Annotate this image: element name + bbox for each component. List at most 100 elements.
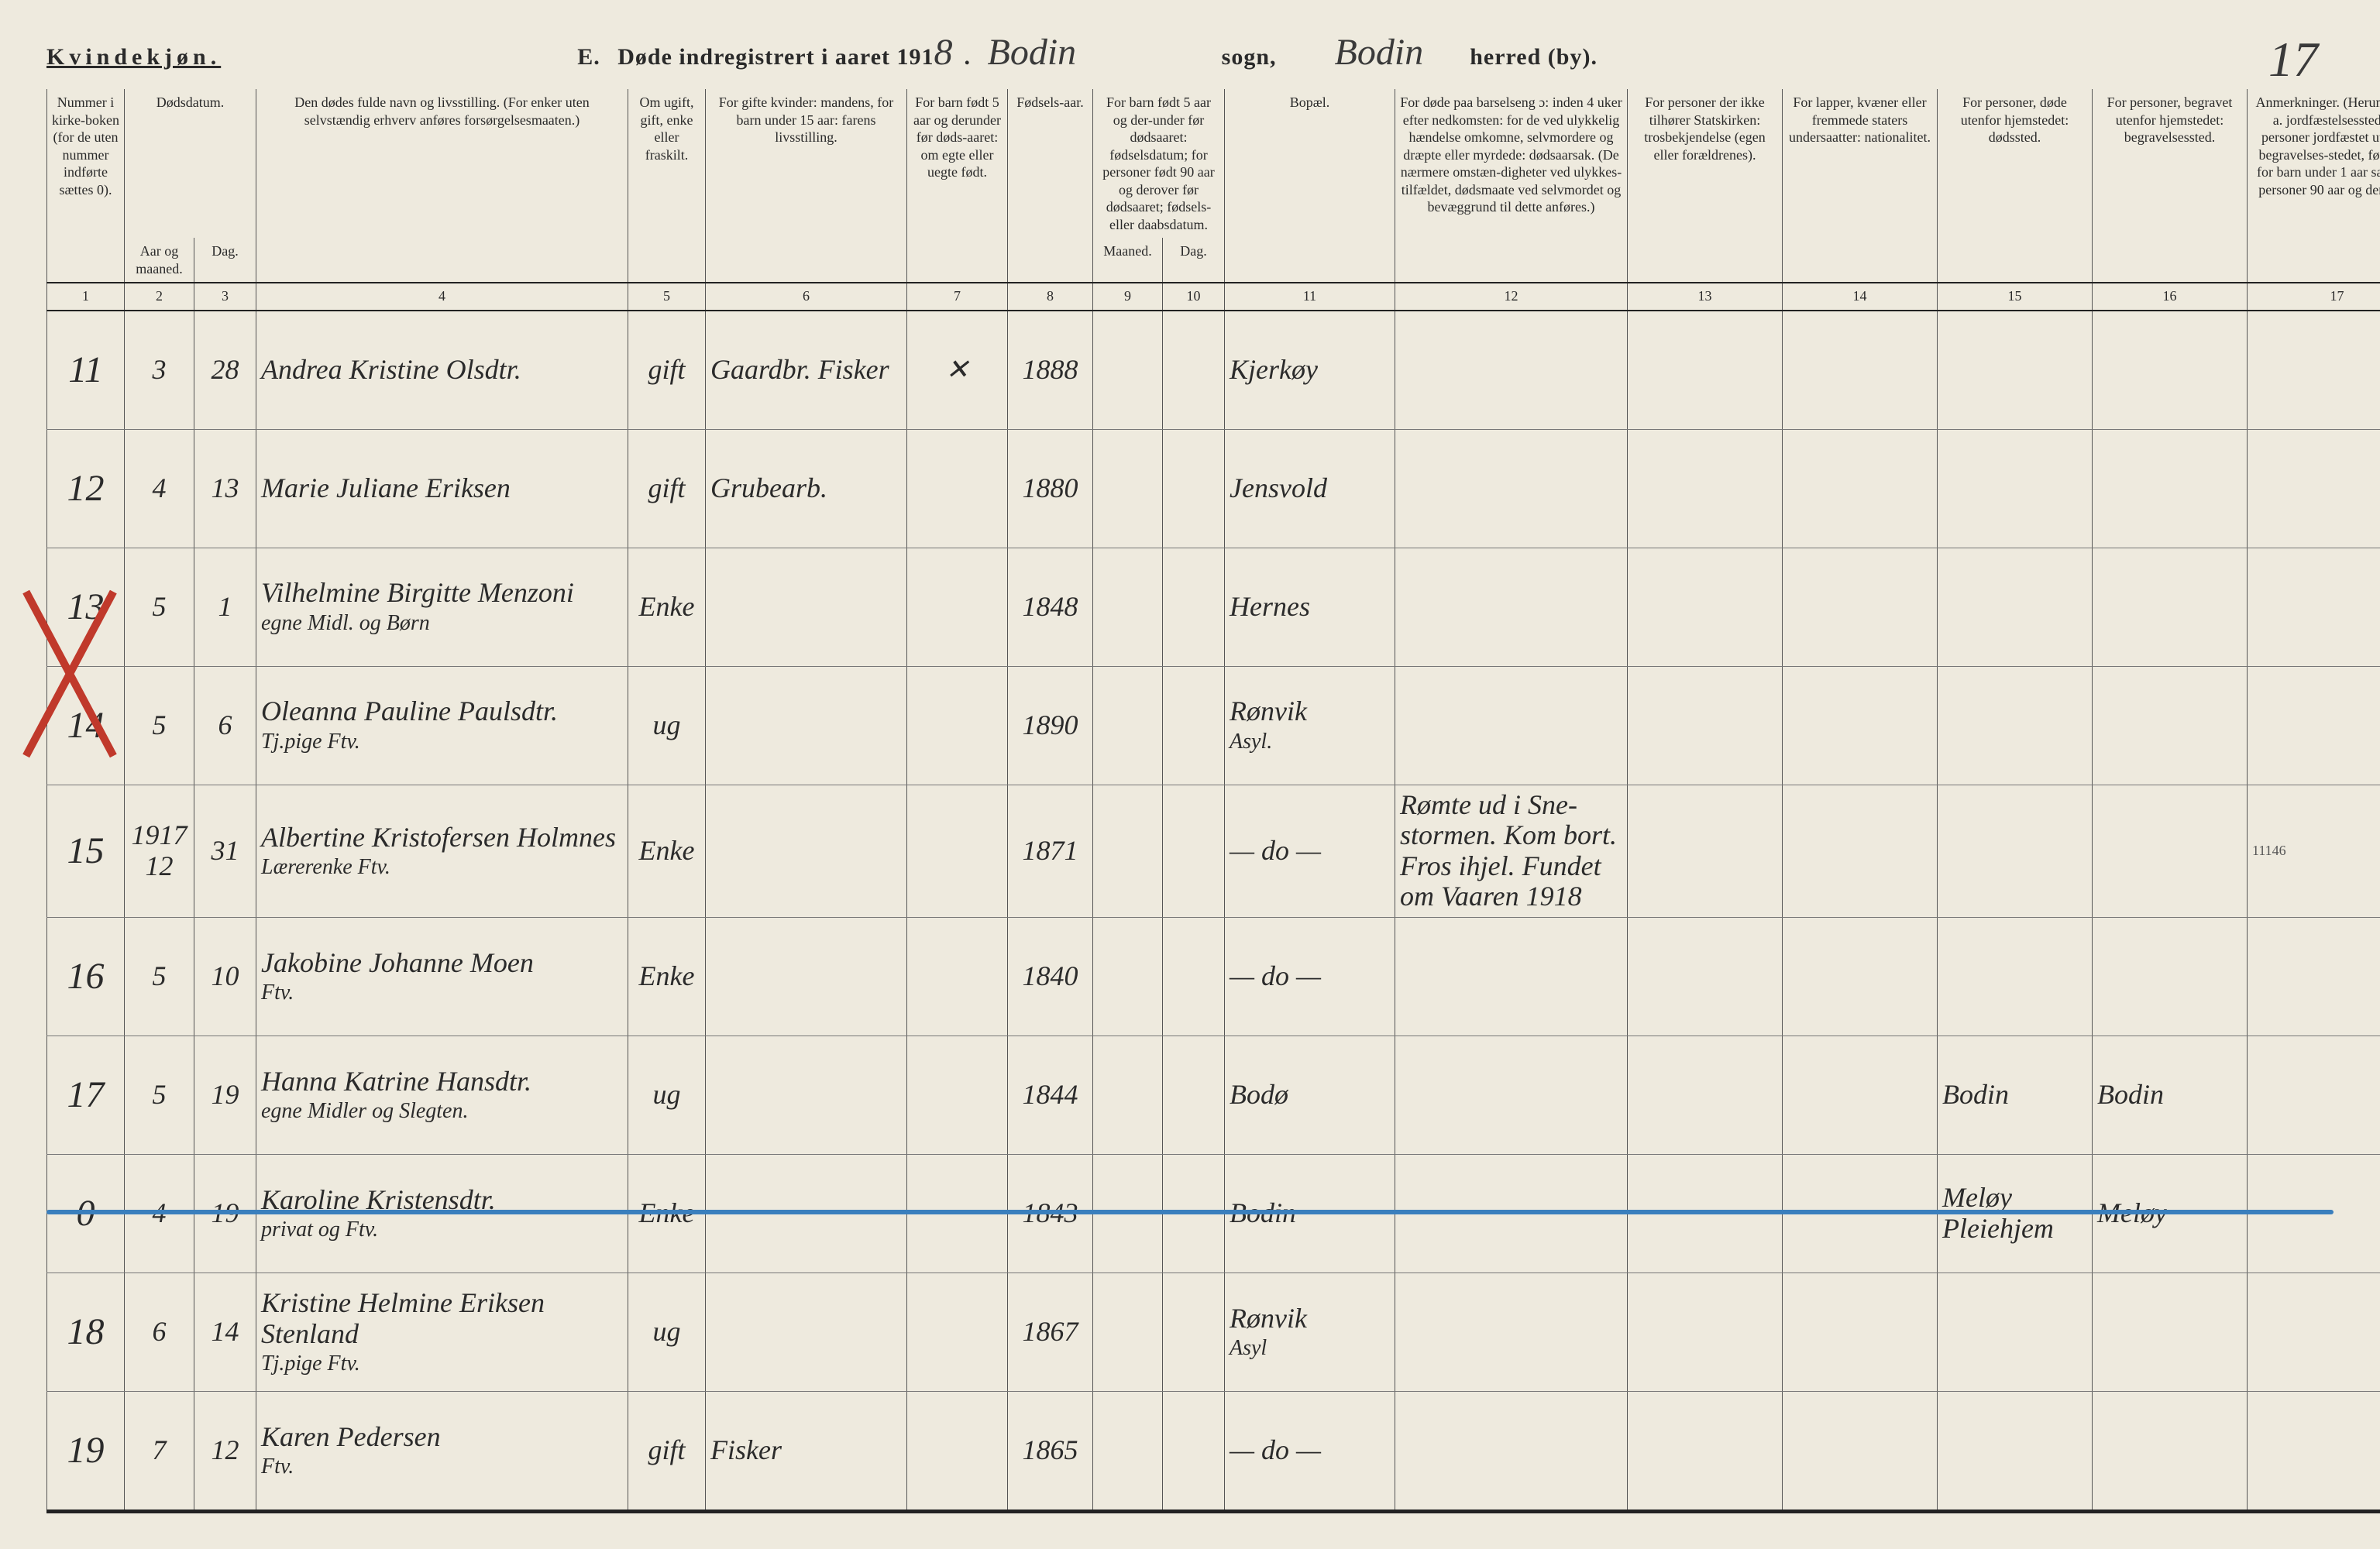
nationality: [1783, 1036, 1938, 1154]
spouse-occupation: [706, 1273, 907, 1391]
spouse-occupation: [706, 917, 907, 1036]
marital-status: Enke: [628, 785, 706, 917]
legitimacy: [907, 785, 1008, 917]
burial-place: [2093, 785, 2248, 917]
gender-label: Kvindekjøn.: [46, 44, 221, 70]
death-day: 19: [194, 1154, 256, 1273]
entry-number: 15: [47, 785, 125, 917]
legitimacy: [907, 548, 1008, 666]
confession: [1628, 1154, 1783, 1273]
death-place: [1938, 429, 2093, 548]
spouse-occupation: Gaardbr. Fisker: [706, 311, 907, 430]
table-row: 16510Jakobine Johanne MoenFtv.Enke1840— …: [47, 917, 2380, 1036]
nationality: [1783, 666, 1938, 785]
marital-status: Enke: [628, 548, 706, 666]
table-row: 19712Karen PedersenFtv.giftFisker1865— d…: [47, 1391, 2380, 1511]
residence: Jensvold: [1225, 429, 1395, 548]
death-month: 1917 12: [125, 785, 194, 917]
marital-status: ug: [628, 666, 706, 785]
sogn-label: sogn,: [1222, 44, 1277, 70]
birth-year: 1865: [1008, 1391, 1093, 1511]
burial-place: [2093, 666, 2248, 785]
column-number: 5: [628, 283, 706, 311]
col-7-header: For barn født 5 aar og derunder før døds…: [907, 89, 1008, 283]
death-month: 6: [125, 1273, 194, 1391]
column-number: 17: [2248, 283, 2380, 311]
confession: [1628, 1273, 1783, 1391]
remarks: 11146: [2248, 785, 2380, 917]
marital-status: ug: [628, 1036, 706, 1154]
burial-place: [2093, 311, 2248, 430]
col-6-header: For gifte kvinder: mandens, for barn und…: [706, 89, 907, 283]
deceased-name: Albertine Kristofersen HolmnesLærerenke …: [256, 785, 628, 917]
confession: [1628, 785, 1783, 917]
col-8-header: Fødsels-aar.: [1008, 89, 1093, 283]
residence: Bodin: [1225, 1154, 1395, 1273]
legitimacy: [907, 1391, 1008, 1511]
entry-number: 0: [47, 1154, 125, 1273]
deceased-name: Jakobine Johanne MoenFtv.: [256, 917, 628, 1036]
marital-status: ug: [628, 1273, 706, 1391]
column-number: 12: [1395, 283, 1628, 311]
col-2b-header: Dag.: [194, 238, 256, 283]
table-row: 151917 1231Albertine Kristofersen Holmne…: [47, 785, 2380, 917]
cause-of-death: [1395, 917, 1628, 1036]
birth-day: [1163, 548, 1225, 666]
column-number: 8: [1008, 283, 1093, 311]
col-17-header: Anmerkninger. (Herunder bl. a. jordfæste…: [2248, 89, 2380, 283]
cause-of-death: [1395, 1391, 1628, 1511]
cause-of-death: [1395, 1154, 1628, 1273]
spouse-occupation: Fisker: [706, 1391, 907, 1511]
birth-year: 1867: [1008, 1273, 1093, 1391]
deceased-name: Kristine Helmine Eriksen StenlandTj.pige…: [256, 1273, 628, 1391]
register-table: Nummer i kirke-boken (for de uten nummer…: [46, 89, 2380, 1523]
entry-number: 17: [47, 1036, 125, 1154]
residence: Bodø: [1225, 1036, 1395, 1154]
table-row: 11328Andrea Kristine Olsdtr.giftGaardbr.…: [47, 311, 2380, 430]
remarks: [2248, 1036, 2380, 1154]
death-month: 5: [125, 548, 194, 666]
column-number: 14: [1783, 283, 1938, 311]
confession: [1628, 1391, 1783, 1511]
table-head: Nummer i kirke-boken (for de uten nummer…: [47, 89, 2380, 311]
table-row: 0419Karoline Kristensdtr.privat og Ftv.E…: [47, 1154, 2380, 1273]
nationality: [1783, 917, 1938, 1036]
column-number: 10: [1163, 283, 1225, 311]
burial-place: [2093, 1273, 2248, 1391]
district-script: Bodin: [1335, 32, 1424, 73]
remarks: [2248, 917, 2380, 1036]
birth-day: [1163, 1273, 1225, 1391]
birth-day: [1163, 1154, 1225, 1273]
birth-year: 1880: [1008, 429, 1093, 548]
death-place: [1938, 1391, 2093, 1511]
burial-place: [2093, 917, 2248, 1036]
confession: [1628, 548, 1783, 666]
birth-day: [1163, 666, 1225, 785]
death-day: 28: [194, 311, 256, 430]
remarks: [2248, 1273, 2380, 1391]
remarks: [2248, 548, 2380, 666]
burial-place: [2093, 1391, 2248, 1511]
column-number: 11: [1225, 283, 1395, 311]
birth-month: [1093, 429, 1163, 548]
burial-place: Bodin: [2093, 1036, 2248, 1154]
nationality: [1783, 311, 1938, 430]
column-number: 1: [47, 283, 125, 311]
birth-month: [1093, 666, 1163, 785]
confession: [1628, 1036, 1783, 1154]
spouse-occupation: [706, 1036, 907, 1154]
death-month: 4: [125, 1154, 194, 1273]
legitimacy: [907, 1154, 1008, 1273]
column-number: 15: [1938, 283, 2093, 311]
legitimacy: ✕: [907, 311, 1008, 430]
table-row: 17519Hanna Katrine Hansdtr.egne Midler o…: [47, 1036, 2380, 1154]
remarks: [2248, 1154, 2380, 1273]
legitimacy: [907, 1273, 1008, 1391]
death-month: 7: [125, 1391, 194, 1511]
death-month: 3: [125, 311, 194, 430]
birth-year: 1840: [1008, 917, 1093, 1036]
cause-of-death: Rømte ud i Sne-stormen. Kom bort. Fros i…: [1395, 785, 1628, 917]
section-letter: E.: [577, 44, 600, 70]
birth-month: [1093, 311, 1163, 430]
cause-of-death: [1395, 311, 1628, 430]
